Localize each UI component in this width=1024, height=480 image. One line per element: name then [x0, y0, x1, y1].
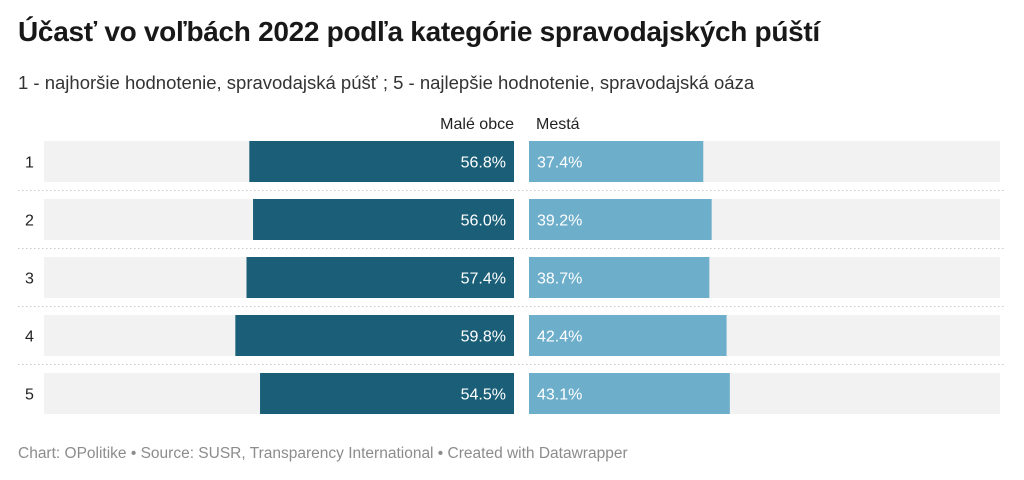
data-label-male-obce: 59.8% — [461, 329, 506, 346]
category-label: 2 — [25, 213, 34, 230]
data-label-male-obce: 54.5% — [461, 387, 506, 404]
legend-left-series: Malé obce — [440, 116, 514, 133]
chart-subtitle: 1 - najhoršie hodnotenie, spravodajská p… — [18, 72, 755, 93]
bar-male-obce — [260, 373, 514, 414]
bar-mesta — [529, 373, 730, 414]
bar-mesta — [529, 315, 727, 356]
bar-male-obce — [246, 257, 515, 298]
category-label: 4 — [25, 329, 34, 346]
data-label-male-obce: 56.8% — [461, 155, 506, 172]
bar-male-obce — [253, 199, 515, 240]
data-label-male-obce: 56.0% — [461, 213, 506, 230]
bar-male-obce — [235, 315, 514, 356]
data-label-mesta: 37.4% — [537, 155, 582, 172]
bar-mesta — [529, 199, 712, 240]
bar-male-obce — [249, 141, 514, 182]
bar-mesta — [529, 257, 710, 298]
legend-right-series: Mestá — [536, 116, 580, 133]
chart-title: Účasť vo voľbách 2022 podľa kategórie sp… — [18, 16, 820, 47]
category-label: 3 — [25, 271, 34, 288]
data-label-mesta: 43.1% — [537, 387, 582, 404]
data-label-mesta: 39.2% — [537, 213, 582, 230]
data-label-mesta: 42.4% — [537, 329, 582, 346]
chart-rows: 1 56.8% 37.4% 2 56.0% 39.2% 3 57.4% 38.7% 4 59.8% 4… — [18, 141, 1004, 414]
category-label: 5 — [25, 387, 34, 404]
category-label: 1 — [25, 155, 34, 172]
bar-mesta — [529, 141, 704, 182]
chart-footer: Chart: OPolitike • Source: SUSR, Transpa… — [18, 445, 628, 462]
data-label-male-obce: 57.4% — [461, 271, 506, 288]
data-label-mesta: 38.7% — [537, 271, 582, 288]
